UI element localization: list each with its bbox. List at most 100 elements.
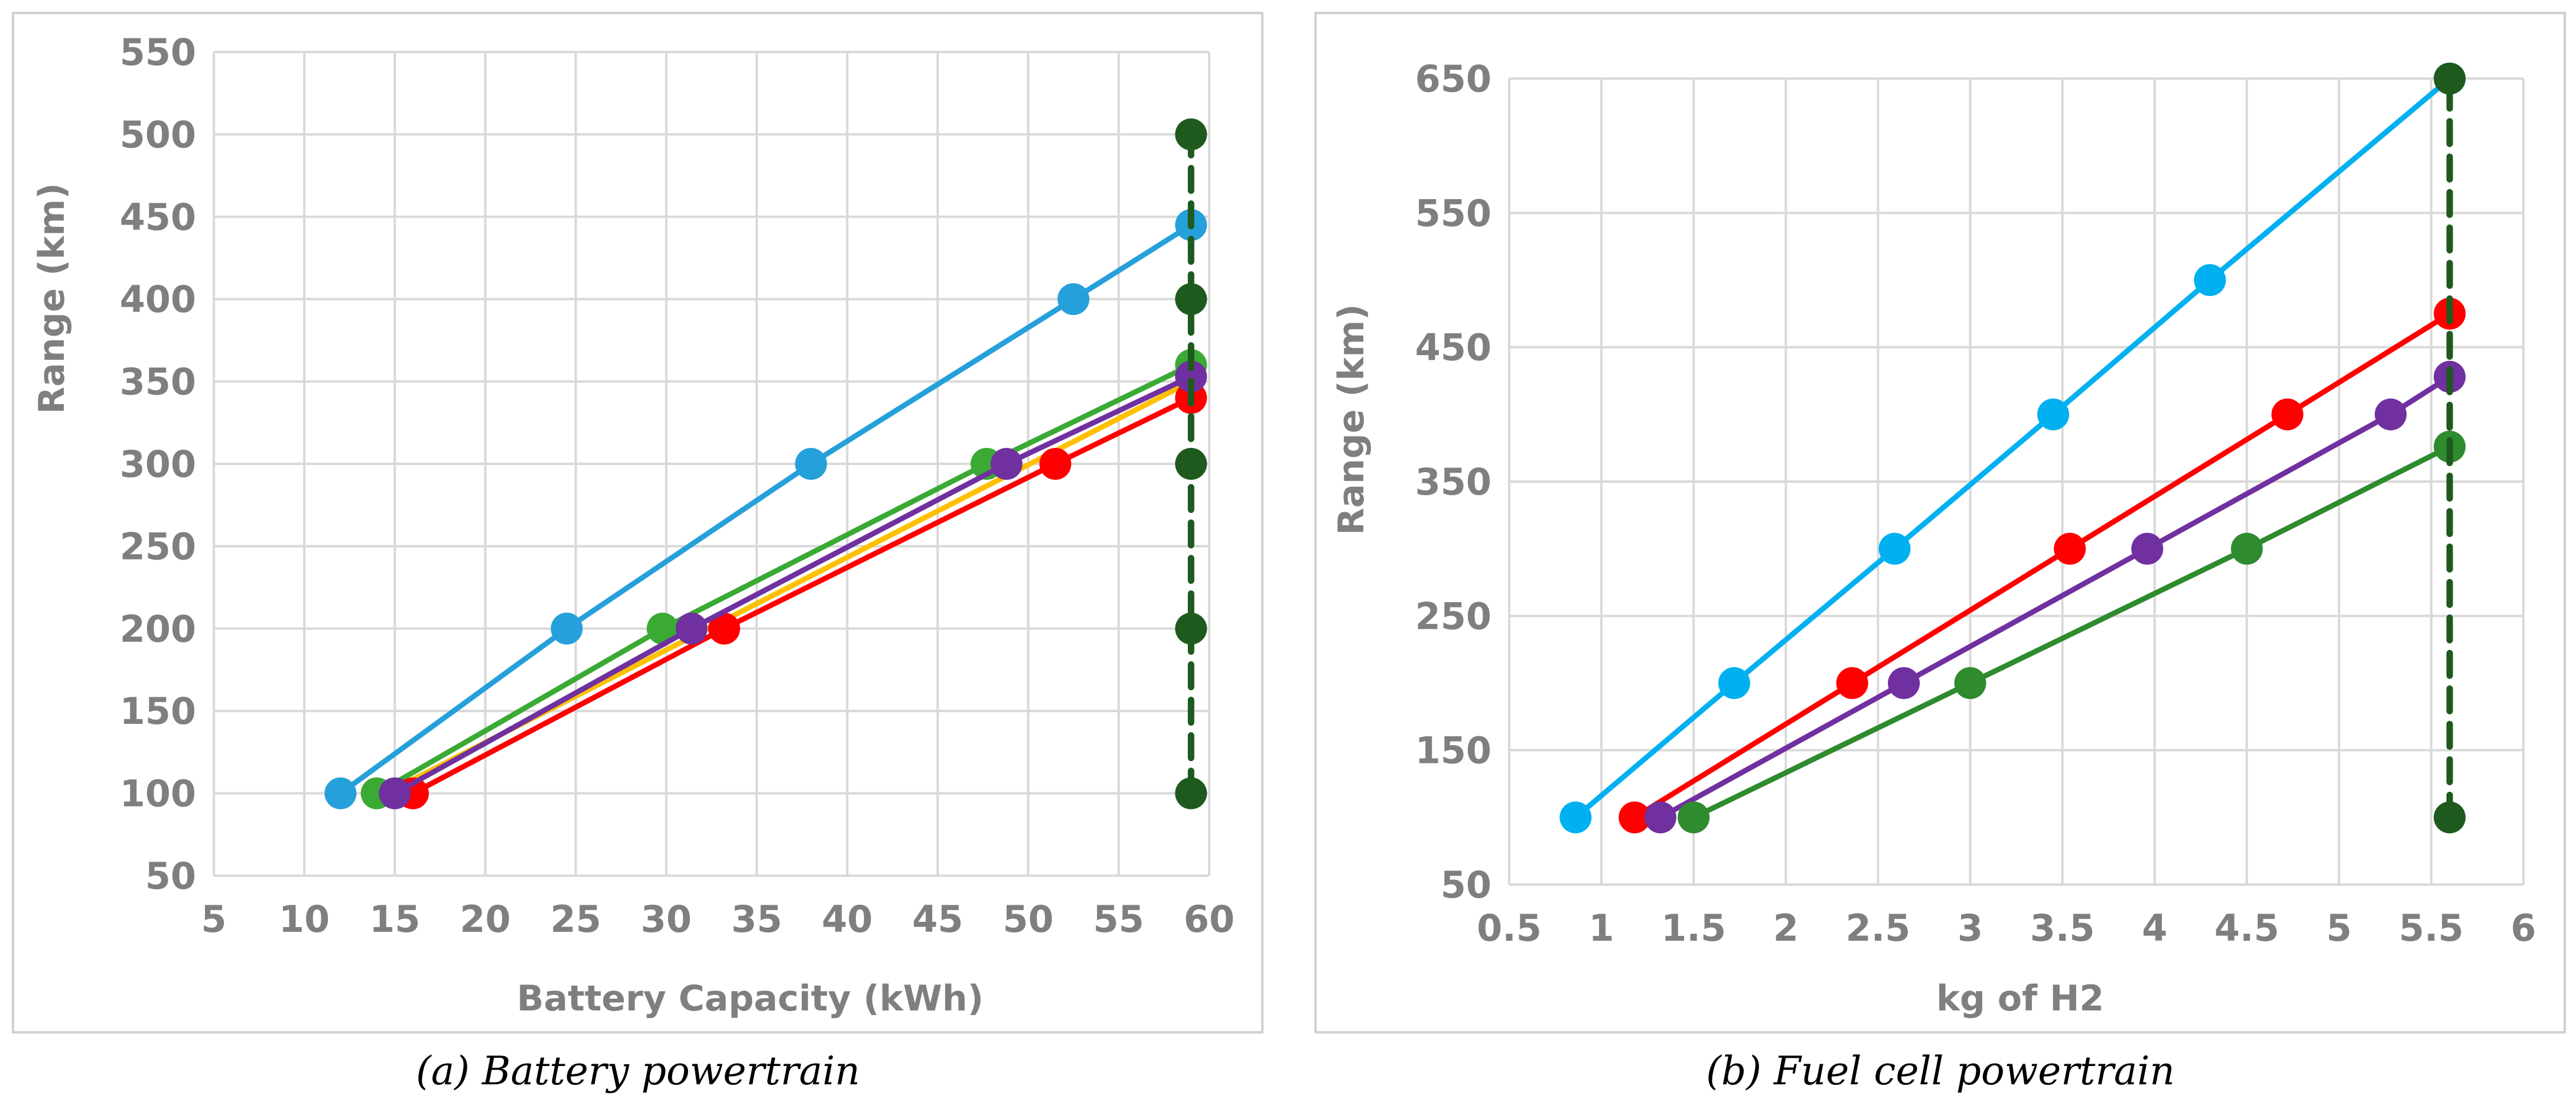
chart-a-x-axis-title: Battery Capacity (kWh) [517, 978, 983, 1019]
x-tick-label: 2.5 [1845, 906, 1910, 950]
series-4-point-3 [1039, 448, 1072, 480]
series-6-point-4 [1175, 283, 1207, 316]
y-tick-label: 450 [1415, 326, 1491, 369]
y-tick-label: 100 [120, 772, 196, 815]
series-4-point-2 [1954, 667, 1986, 699]
series-5-point-2 [675, 612, 708, 645]
x-tick-label: 3.5 [2030, 906, 2095, 950]
series-6-point-2 [1175, 612, 1207, 645]
x-tick-label: 60 [1184, 898, 1235, 941]
y-tick-label: 250 [1415, 594, 1491, 638]
series-6-point-5 [1175, 118, 1207, 151]
y-tick-label: 250 [120, 525, 196, 568]
y-tick-label: 200 [120, 607, 196, 651]
x-tick-label: 4.5 [2214, 906, 2279, 950]
y-tick-label: 500 [120, 113, 196, 156]
y-tick-label: 400 [120, 278, 196, 321]
chart-a-series [324, 118, 1207, 810]
x-tick-label: 1.5 [1661, 906, 1726, 950]
x-tick-label: 20 [460, 898, 510, 941]
series-1-point-1 [324, 777, 357, 810]
x-tick-label: 5.5 [2399, 906, 2464, 950]
y-tick-label: 650 [1415, 57, 1491, 100]
x-tick-label: 50 [1002, 898, 1053, 941]
series-4-point-2 [708, 612, 740, 645]
series-1-point-2 [551, 612, 583, 645]
series-2-line [1631, 311, 2453, 820]
series-4-point-3 [2230, 532, 2263, 565]
series-1-line [1572, 76, 2453, 820]
x-tick-label: 55 [1093, 898, 1144, 941]
x-tick-label: 5 [2326, 906, 2352, 950]
series-4-line [410, 395, 1194, 797]
chart-b-y-ticks: 50 150 250 350 450 550 650 [1415, 57, 1491, 906]
series-1-point-3 [1878, 532, 1911, 565]
series-5-line [392, 373, 1194, 797]
series-3-line [374, 362, 1194, 797]
series-5-point-2 [2434, 63, 2466, 95]
x-tick-label: 6 [2510, 906, 2536, 950]
x-tick-label: 15 [369, 898, 420, 941]
series-1-point-4 [2037, 398, 2069, 431]
y-tick-label: 50 [1441, 863, 1491, 906]
series-5-point-1 [379, 777, 411, 810]
chart-a-y-ticks: 50 100 150 200 250 300 350 400 450 500 550 [120, 31, 196, 898]
y-tick-label: 350 [1415, 460, 1491, 503]
y-tick-label: 550 [1415, 191, 1491, 235]
y-tick-label: 350 [120, 360, 196, 404]
series-3-point-4 [2375, 398, 2407, 431]
y-tick-label: 150 [120, 690, 196, 733]
series-6-point-3 [1175, 448, 1207, 480]
x-tick-label: 10 [279, 898, 330, 941]
chart-b-y-axis-title: Range (km) [1331, 304, 1372, 535]
series-3-point-1 [1644, 801, 1676, 834]
series-2-point-4 [2271, 398, 2304, 431]
chart-a-frame [12, 12, 1263, 1034]
series-5-point-4 [1175, 360, 1207, 393]
x-tick-label: 4 [2142, 906, 2167, 950]
series-3-point-2 [646, 612, 679, 645]
series-6-point-1 [1175, 777, 1207, 810]
chart-b-x-axis-title: kg of H2 [1936, 978, 2104, 1019]
x-tick-label: 1 [1589, 906, 1614, 950]
series-5-point-3 [990, 448, 1022, 480]
series-3-point-2 [1888, 667, 1920, 699]
series-3-point-3 [2131, 532, 2164, 565]
chart-a: 50 100 150 200 250 300 350 400 450 500 550 5 10 15 20… [12, 12, 1263, 1034]
chart-b-gridlines [1508, 77, 2525, 886]
chart-a-y-axis-title: Range (km) [31, 183, 73, 414]
caption-a: (a) Battery powertrain [416, 1048, 860, 1094]
x-tick-label: 45 [912, 898, 963, 941]
series-1-point-2 [1718, 667, 1750, 699]
series-2-point-2 [1836, 667, 1868, 699]
series-1-point-3 [795, 448, 827, 480]
x-tick-label: 2 [1773, 906, 1799, 950]
series-1-point-1 [1559, 801, 1592, 834]
x-tick-label: 35 [731, 898, 782, 941]
x-tick-label: 25 [551, 898, 601, 941]
y-tick-label: 450 [120, 196, 196, 239]
series-1-point-4 [1057, 283, 1090, 316]
chart-b-series [1559, 63, 2466, 834]
chart-b-frame [1314, 12, 2566, 1034]
series-4-point-1 [1678, 801, 1710, 834]
chart-b: 50 150 250 350 450 550 650 0.5 1 1.5 2 2.5 3 3.5 4 4.5… [1314, 12, 2566, 1034]
x-tick-label: 3 [1958, 906, 1983, 950]
chart-a-gridlines [213, 51, 1210, 877]
chart-a-x-ticks: 5 10 15 20 25 30 35 40 45 50 55 60 [201, 898, 1235, 941]
y-tick-label: 50 [145, 854, 196, 898]
series-5-point-1 [2434, 801, 2466, 834]
x-tick-label: 5 [201, 898, 226, 941]
x-tick-label: 40 [822, 898, 872, 941]
caption-b: (b) Fuel cell powertrain [1706, 1048, 2175, 1094]
chart-b-x-ticks: 0.5 1 1.5 2 2.5 3 3.5 4 4.5 5 5.5 6 [1477, 906, 2536, 950]
y-tick-label: 300 [120, 443, 196, 486]
y-tick-label: 550 [120, 31, 196, 74]
series-4-line [1691, 444, 2453, 820]
series-2-point-1 [1618, 801, 1651, 834]
x-tick-label: 30 [641, 898, 692, 941]
series-1-point-5 [2194, 264, 2226, 296]
x-tick-label: 0.5 [1477, 906, 1542, 950]
series-2-point-3 [2054, 532, 2086, 565]
